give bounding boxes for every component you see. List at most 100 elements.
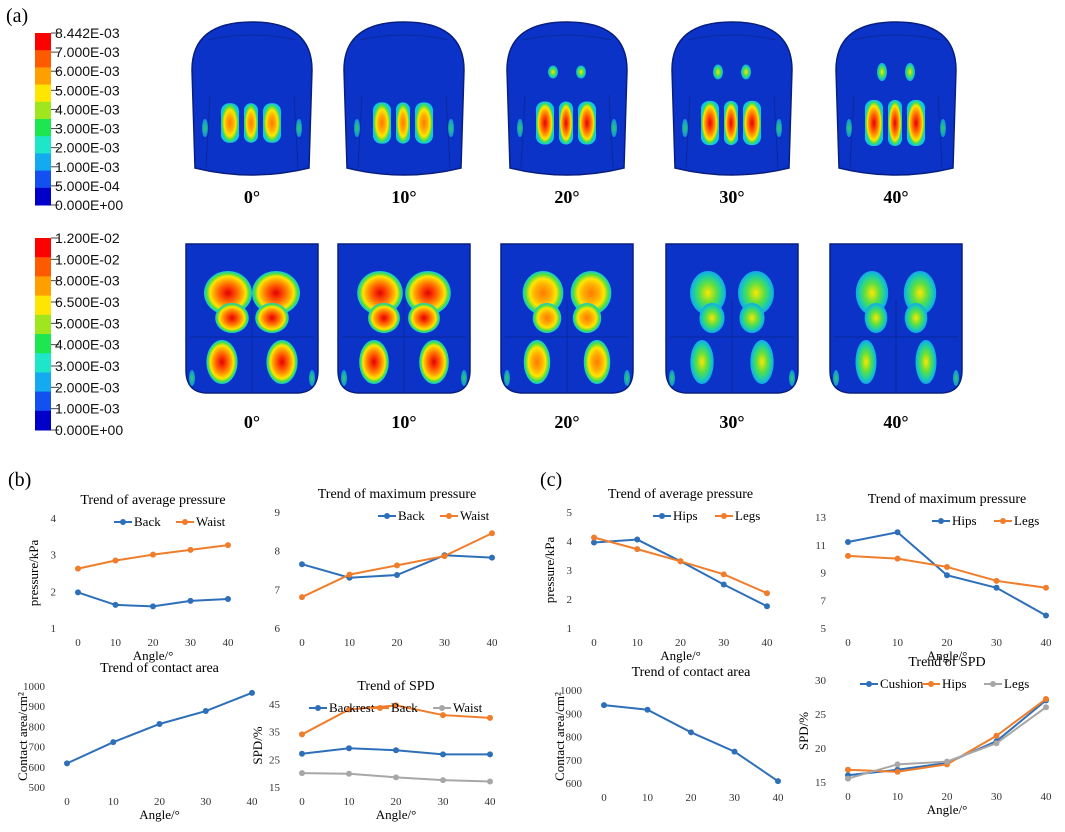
data-point-hips	[1043, 612, 1049, 619]
colorbar-tick-label: 3.000E-03	[55, 358, 120, 374]
x-tick-label: 30	[991, 791, 1003, 803]
x-axis-label: Angle/°	[139, 807, 180, 822]
hip-blob	[583, 340, 611, 384]
data-point-hips	[764, 603, 770, 610]
side-blob	[504, 370, 510, 386]
y-tick-label: 9	[821, 568, 827, 580]
backrest-seam	[773, 94, 779, 169]
colorbar-tick-label: 1.200E-02	[55, 230, 120, 246]
angle-label: 30°	[719, 412, 744, 432]
y-tick-label: 9	[275, 507, 281, 519]
legend-label: Waist	[453, 700, 483, 715]
hip-blob	[523, 340, 551, 384]
data-point-hips	[1043, 696, 1049, 703]
backrest-contour-0°: 0°	[191, 21, 313, 207]
thigh-blob	[572, 303, 602, 333]
data-point-waist	[487, 778, 493, 785]
upper-blob	[713, 64, 723, 80]
chart-title: Trend of average pressure	[80, 493, 225, 508]
x-tick-label: 10	[108, 796, 120, 808]
legend-marker	[721, 513, 727, 519]
y-tick-label: 600	[566, 778, 583, 790]
colorbar-tick-label: 7.000E-03	[55, 44, 120, 60]
thigh-blob	[855, 271, 889, 315]
backrest-seam	[937, 94, 943, 169]
data-point-backrest	[440, 751, 446, 758]
y-tick-label: 1000	[560, 685, 583, 697]
colorbar-segment	[35, 238, 51, 258]
series-line-hips	[593, 538, 768, 608]
thigh-blob	[405, 271, 451, 315]
backrest-seam	[445, 94, 451, 169]
backrest-seam	[293, 94, 299, 169]
data-point-waist	[346, 571, 353, 578]
legend-label: Waist	[460, 508, 490, 523]
side-blob	[846, 119, 852, 137]
legend-marker	[928, 681, 934, 687]
side-blob	[953, 370, 959, 386]
data-point-hips	[894, 768, 901, 775]
chart-title: Trend of contact area	[100, 661, 220, 676]
backrest-contour-10°: 10°	[343, 21, 465, 207]
y-tick-label: 500	[29, 782, 46, 794]
pressure-blob	[415, 102, 433, 144]
backrest-seam	[207, 34, 297, 41]
legend-marker	[439, 705, 445, 711]
data-point-back	[150, 603, 156, 610]
data-point-legs	[634, 546, 641, 553]
y-tick-label: 700	[566, 755, 583, 767]
colorbar-segment	[35, 391, 51, 412]
data-point-waist	[187, 546, 194, 553]
y-tick-label: 5	[567, 507, 573, 519]
legend-label: Back	[134, 514, 161, 529]
side-blob	[202, 119, 208, 137]
side-blob	[309, 370, 315, 386]
pressure-blob	[743, 100, 761, 146]
x-tick-label: 20	[391, 796, 403, 808]
thigh-blob	[903, 271, 937, 315]
side-blob	[448, 119, 454, 137]
pressure-blob	[865, 100, 883, 146]
y-tick-label: 5	[821, 623, 827, 635]
upper-blob	[877, 63, 887, 81]
angle-label: 0°	[244, 187, 260, 207]
data-point-area	[775, 778, 781, 785]
colorbar-tick-label: 5.000E-03	[55, 315, 120, 331]
side-blob	[341, 370, 347, 386]
colorbar-tick-label: 4.000E-03	[55, 337, 120, 353]
colorbar-tick-label: 3.000E-03	[55, 121, 120, 137]
angle-label: 40°	[883, 187, 908, 207]
x-tick-label: 10	[632, 637, 644, 649]
backrest-contour-40°: 40°	[835, 21, 957, 207]
colorbar-tick-label: 1.000E-03	[55, 159, 120, 175]
x-tick-label: 40	[247, 796, 259, 808]
data-point-waist	[489, 530, 495, 537]
data-point-waist	[394, 562, 400, 569]
y-tick-label: 900	[566, 708, 583, 720]
series-line-area	[66, 691, 253, 765]
colorbar-tick-label: 8.000E-03	[55, 273, 120, 289]
backrest-seam	[851, 34, 941, 41]
thigh-blob	[864, 303, 888, 333]
legend-marker	[990, 681, 996, 687]
y-tick-label: 30	[815, 675, 827, 687]
y-tick-label: 2	[567, 594, 573, 606]
chart-title: Trend of maximum pressure	[868, 492, 1027, 507]
data-point-area	[688, 729, 694, 736]
chart-b4: 15 25 35 45 0 10 20 30 40 Trend of SPD Angle/° SPD/…	[250, 679, 496, 822]
data-point-hips	[944, 572, 950, 579]
legend-label: Legs	[1004, 676, 1029, 691]
y-axis-label: pressure/kPa	[542, 537, 557, 604]
hip-blob	[419, 340, 449, 384]
legend-label: Hips	[673, 508, 698, 523]
data-point-legs	[894, 555, 901, 562]
data-point-hips	[993, 732, 1000, 739]
colorbar-segment	[35, 84, 51, 103]
y-axis-label: pressure/kPa	[26, 540, 41, 607]
x-axis-label: Angle/°	[376, 807, 417, 822]
legend-label: Back	[391, 700, 418, 715]
pressure-blob	[244, 103, 258, 143]
thigh-blob	[904, 303, 928, 333]
thigh-blob	[739, 303, 765, 333]
